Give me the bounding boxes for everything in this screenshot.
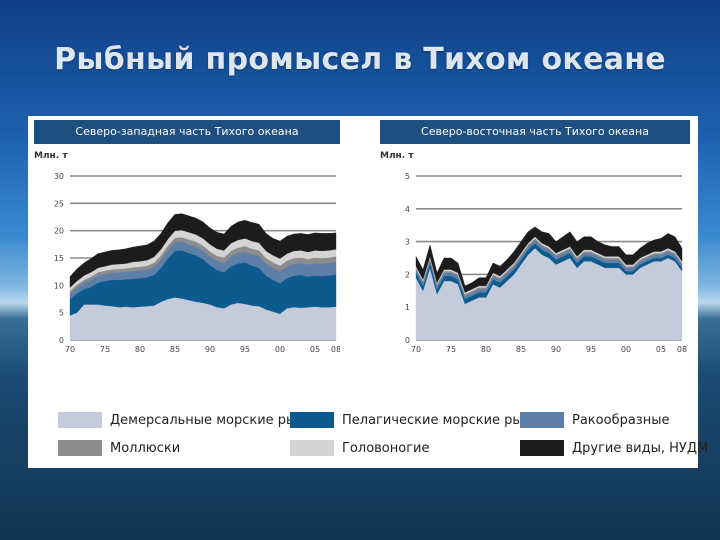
- x-tick-label: 00: [621, 345, 631, 354]
- y-axis-label: Млн. т: [34, 151, 68, 161]
- y-tick-label: 0: [405, 336, 410, 345]
- slide-title: Рыбный промысел в Тихом океане: [54, 42, 666, 77]
- x-tick-label: 85: [516, 345, 526, 354]
- legend-item-pelagic: Пелагические морские рыбы: [290, 409, 541, 431]
- legend-swatch: [58, 412, 102, 428]
- y-tick-label: 20: [54, 227, 64, 236]
- legend-label: Пелагические морские рыбы: [342, 412, 541, 428]
- y-tick-label: 2: [405, 270, 410, 279]
- chart-title: Северо-восточная часть Тихого океана: [380, 120, 690, 144]
- chart-title: Северо-западная часть Тихого океана: [34, 120, 340, 144]
- legend-label: Другие виды, НУДМ: [572, 440, 709, 456]
- x-tick-label: 90: [205, 345, 215, 354]
- y-tick-label: 4: [405, 205, 410, 214]
- y-axis-label: Млн. т: [380, 151, 414, 161]
- legend-item-other: Другие виды, НУДМ: [520, 437, 708, 459]
- legend-swatch: [58, 440, 102, 456]
- legend-label: Моллюски: [110, 440, 181, 456]
- y-tick-label: 5: [59, 309, 64, 318]
- x-tick-label: 95: [240, 345, 250, 354]
- x-tick-label: 75: [100, 345, 110, 354]
- x-tick-label: 00: [275, 345, 285, 354]
- legend-label: Головоногие: [342, 440, 430, 456]
- y-tick-label: 25: [54, 199, 64, 208]
- x-tick-label: 80: [481, 345, 491, 354]
- x-tick-label: 85: [170, 345, 180, 354]
- y-tick-label: 0: [59, 336, 64, 345]
- legend-item-demersal: Демерсальные морские рыбы: [58, 409, 315, 431]
- legend-item-molluscs: Моллюски: [58, 437, 180, 459]
- legend-item-crustaceans: Ракообразные: [520, 409, 669, 431]
- x-tick-label: 80: [135, 345, 145, 354]
- legend-swatch: [520, 440, 564, 456]
- y-tick-label: 15: [54, 254, 64, 263]
- x-tick-label: 05: [656, 345, 666, 354]
- legend-label: Демерсальные морские рыбы: [110, 412, 315, 428]
- legend: Демерсальные морские рыбы Пелагические м…: [28, 403, 708, 468]
- x-tick-label: 70: [411, 345, 421, 354]
- chart-northeast-pacific: Северо-восточная часть Тихого океана Млн…: [380, 120, 690, 400]
- area-series-other: [415, 226, 683, 293]
- legend-swatch: [520, 412, 564, 428]
- x-tick-label: 90: [551, 345, 561, 354]
- chart-northwest-pacific: Северо-западная часть Тихого океана Млн.…: [34, 120, 340, 400]
- legend-item-cephalopods: Головоногие: [290, 437, 430, 459]
- chart-northeast-pacific-svg: Млн. т 0 1 2 3 4 5 70 75 80 85 90 95 00 05 08: [380, 151, 687, 354]
- legend-label: Ракообразные: [572, 412, 670, 428]
- y-tick-label: 1: [405, 303, 410, 312]
- legend-swatch: [290, 440, 334, 456]
- chart-panel: Северо-западная часть Тихого океана Млн.…: [28, 116, 708, 468]
- area-series-other: [69, 213, 337, 288]
- x-tick-label: 08: [677, 345, 687, 354]
- y-tick-label: 10: [54, 281, 64, 290]
- legend-swatch: [290, 412, 334, 428]
- y-tick-label: 3: [405, 238, 410, 247]
- x-tick-label: 05: [310, 345, 320, 354]
- x-tick-label: 70: [65, 345, 75, 354]
- x-tick-label: 08: [331, 345, 340, 354]
- x-tick-label: 95: [586, 345, 596, 354]
- y-tick-label: 30: [54, 172, 64, 181]
- x-tick-label: 75: [446, 345, 456, 354]
- y-tick-label: 5: [405, 172, 410, 181]
